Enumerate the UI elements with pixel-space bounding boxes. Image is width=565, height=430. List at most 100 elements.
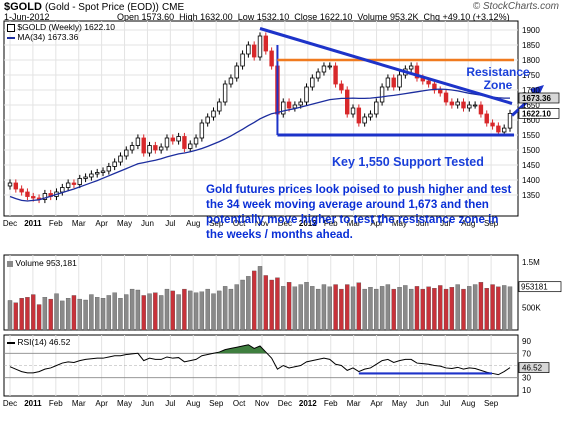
volume-bar [397, 287, 402, 331]
volume-bar [502, 285, 507, 331]
price-x-tick: Aug [461, 219, 475, 228]
chg-value: +49.10 (+3.12%) [442, 12, 510, 22]
rsi-y-tick: 30 [522, 374, 531, 383]
candle [135, 137, 141, 146]
candle [193, 137, 199, 145]
volume-bar [54, 293, 59, 331]
volume-bar [310, 286, 315, 331]
volume-bar [420, 288, 425, 331]
rsi-x-tick: Jul [165, 399, 175, 408]
price-x-tick: Dec [278, 219, 292, 228]
trendline [259, 27, 513, 105]
price-x-tick: Sep [484, 219, 499, 228]
price-callout: 1622.10 [522, 109, 551, 118]
candle [321, 65, 327, 73]
rsi-x-tick: May [392, 399, 407, 408]
high-label: High [179, 12, 198, 22]
candle [164, 137, 170, 148]
volume-bar [36, 304, 42, 331]
volume-bar [25, 297, 30, 331]
volume-bar [467, 286, 472, 331]
volume-bar [345, 284, 350, 331]
rsi-x-tick: Dec [278, 399, 292, 408]
volume-bar [42, 297, 48, 331]
candle [65, 182, 71, 188]
candle [281, 101, 286, 115]
volume-bar [240, 279, 245, 331]
ma34-line [9, 88, 510, 202]
volume-bar [188, 290, 193, 331]
volume-bar [170, 290, 175, 331]
volume-bar [222, 286, 228, 331]
volume-bar [362, 288, 367, 331]
volume-legend-label: Volume 953,181 [15, 258, 77, 268]
open-label: Open [117, 12, 140, 22]
price-x-tick: Sep [209, 219, 224, 228]
candle [106, 166, 112, 172]
volume-bar [89, 294, 94, 331]
rsi-x-tick: May [117, 399, 132, 408]
candle [298, 101, 303, 106]
volume-bar [106, 295, 112, 331]
candle [205, 116, 210, 124]
price-x-tick: Mar [72, 219, 86, 228]
candle [397, 74, 402, 88]
candle [449, 101, 455, 106]
candle [19, 188, 24, 193]
candle [472, 104, 478, 107]
rsi-x-tick: Jun [141, 399, 154, 408]
price-x-tick: Feb [324, 219, 338, 228]
volume-bar [83, 299, 88, 331]
candle [222, 83, 228, 103]
candle [147, 145, 152, 154]
rsi-callout: 46.52 [522, 364, 543, 373]
rsi-x-tick: Nov [255, 399, 269, 408]
volume-bar [129, 288, 135, 331]
volume-bar [211, 293, 216, 331]
candle [211, 110, 216, 118]
price-x-tick: 2011 [24, 219, 42, 228]
close-label: Close [294, 12, 318, 22]
rsi-callout-box [518, 362, 550, 373]
candle [199, 122, 205, 139]
candle [507, 113, 513, 129]
candle [356, 107, 362, 124]
volume-bar [217, 290, 222, 331]
price-y-tick: 1550 [522, 131, 540, 140]
price-y-tick: 1800 [522, 56, 540, 65]
volume-bar [484, 288, 489, 331]
rsi-x-tick: 2012 [299, 399, 317, 408]
price-y-tick: 1850 [522, 41, 540, 50]
price-y-tick: 1350 [522, 191, 540, 200]
candle [129, 145, 135, 151]
candle [95, 172, 100, 175]
volume-bar [199, 291, 205, 331]
price-y-tick: 1500 [522, 146, 540, 155]
resistance-annotation: Resistance Zone [453, 66, 543, 92]
volume-bar [228, 288, 234, 331]
candle [7, 182, 13, 187]
price-x-tick: Jun [141, 219, 154, 228]
volume-bar [71, 295, 77, 331]
volume-bar [391, 288, 396, 331]
price-x-tick: Nov [255, 219, 269, 228]
low-label: Low [237, 12, 255, 22]
volume-bar [374, 288, 379, 331]
volume-bar [135, 289, 141, 331]
ohlc-summary: Open 1573.60 High 1632.00 Low 1532.10 Cl… [117, 12, 510, 22]
volume-bar [269, 279, 274, 331]
volume-bar [327, 286, 332, 331]
price-callout-box [518, 92, 560, 104]
volume-bar [356, 282, 362, 331]
price-callout: 1673.36 [522, 94, 551, 103]
commentary-annotation: Gold futures prices look poised to push … [206, 183, 512, 241]
rsi-x-tick: Oct [233, 399, 246, 408]
rsi-line [9, 344, 511, 376]
volume-bar [182, 288, 187, 331]
price-x-tick: Dec [3, 219, 17, 228]
price-x-tick: Apr [370, 219, 383, 228]
rsi-x-tick: Jun [416, 399, 429, 408]
volume-bar [60, 300, 65, 331]
candle [170, 137, 175, 142]
